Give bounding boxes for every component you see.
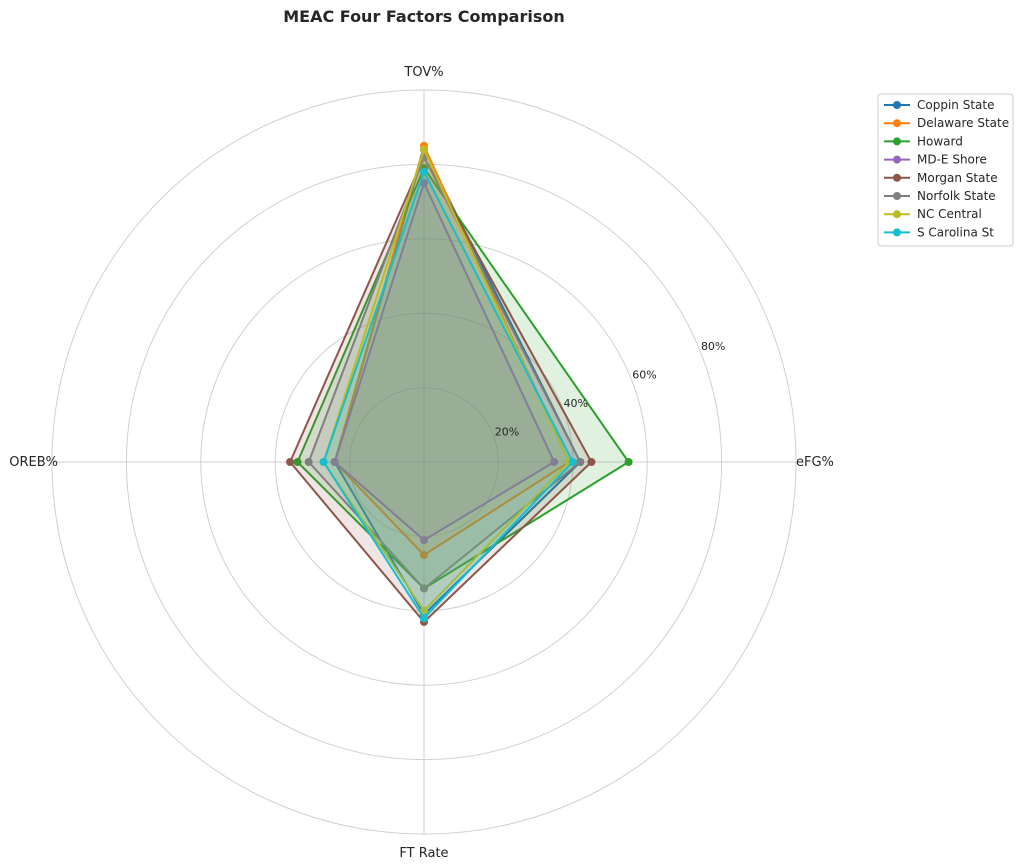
legend-label: MD-E Shore <box>917 153 987 167</box>
legend-frame <box>877 93 1014 247</box>
data-point <box>304 458 313 466</box>
data-point <box>576 458 585 466</box>
legend-swatch-marker <box>893 173 901 182</box>
data-point <box>420 614 428 623</box>
series <box>330 179 559 545</box>
data-point <box>550 458 559 466</box>
chart-title: MEAC Four Factors Comparison <box>283 7 565 26</box>
data-point <box>293 458 302 466</box>
legend-item: NC Central <box>884 207 982 221</box>
ring-labels: 20% 40% 60% 80% <box>495 340 726 438</box>
legend-swatch-marker <box>893 119 901 128</box>
legend-item: Morgan State <box>884 171 998 185</box>
series-fill <box>334 145 570 556</box>
data-point <box>420 584 428 593</box>
axis-label: eFG% <box>796 455 834 470</box>
axis-label: TOV% <box>403 65 443 80</box>
series-fill <box>334 183 555 541</box>
series <box>304 152 585 593</box>
legend-label: NC Central <box>917 207 982 221</box>
series-fill <box>323 171 573 619</box>
legend-label: Delaware State <box>917 116 1009 130</box>
data-point <box>319 458 328 466</box>
legend-swatch-marker <box>893 155 901 164</box>
legend-label: Howard <box>917 134 963 148</box>
data-point <box>420 179 428 187</box>
ring-tick-label: 20% <box>495 426 519 439</box>
ring-tick-label: 80% <box>701 340 725 353</box>
series-fill <box>290 157 592 622</box>
legend-label: Coppin State <box>917 98 994 112</box>
legend-swatch-marker <box>893 192 901 200</box>
data-point <box>420 536 428 545</box>
series-layer <box>286 141 633 626</box>
data-point <box>420 551 428 559</box>
data-point <box>330 458 339 466</box>
series-fill <box>308 157 581 589</box>
axis-labels: eFG% TOV% OREB% FT Rate <box>9 65 834 861</box>
ring-tick-label: 60% <box>632 369 656 382</box>
legend: Coppin State Delaware State Howard MD-E Sho… <box>877 93 1014 247</box>
series-fill <box>323 149 570 611</box>
data-point <box>420 167 428 176</box>
legend-item: Delaware State <box>884 116 1009 130</box>
ring-tick-label: 40% <box>563 397 587 410</box>
data-point <box>568 458 577 466</box>
data-point <box>624 458 633 466</box>
legend-swatch-marker <box>893 137 901 146</box>
data-point <box>420 606 428 615</box>
series-fill <box>334 149 581 615</box>
legend-item: S Carolina St <box>884 225 994 239</box>
legend-item: Coppin State <box>884 98 994 112</box>
legend-swatch-marker <box>893 210 901 219</box>
legend-label: S Carolina St <box>917 225 994 239</box>
radar-grid <box>51 89 797 835</box>
legend-label: Norfolk State <box>917 189 996 203</box>
legend-item: Howard <box>884 134 963 148</box>
legend-swatch-marker <box>893 228 901 237</box>
axis-label: OREB% <box>9 455 58 470</box>
legend-item: Norfolk State <box>884 189 996 203</box>
data-point <box>420 145 428 154</box>
legend-swatch-marker <box>893 101 901 109</box>
series <box>319 167 577 623</box>
legend-item: MD-E Shore <box>884 153 987 167</box>
legend-label: Morgan State <box>917 171 998 185</box>
data-point <box>587 458 596 466</box>
axis-label: FT Rate <box>399 846 448 861</box>
data-point <box>286 458 295 466</box>
